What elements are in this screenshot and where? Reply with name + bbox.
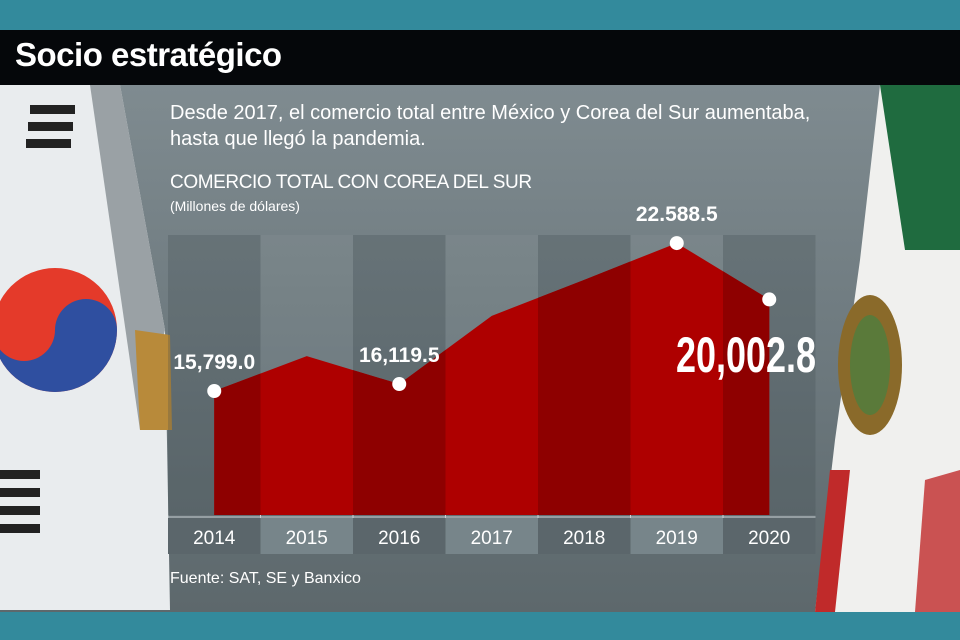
source-note: Fuente: SAT, SE y Banxico — [170, 570, 361, 587]
x-tick-label: 2014 — [193, 528, 236, 549]
x-tick-label: 2017 — [471, 528, 513, 549]
data-point — [207, 384, 222, 398]
data-label: 22.588.5 — [636, 203, 718, 226]
data-label-emphasis: 20,002.8 — [676, 328, 816, 383]
page-title: Socio estratégico — [15, 36, 282, 73]
top-band — [0, 0, 960, 30]
tick-band — [353, 518, 446, 554]
data-label: 16,119.5 — [359, 344, 440, 367]
tick-band — [723, 518, 816, 554]
tick-band — [630, 518, 723, 554]
tick-band — [445, 518, 538, 554]
data-point — [669, 236, 684, 251]
x-tick-label: 2016 — [378, 528, 420, 549]
tick-band — [168, 518, 261, 554]
x-tick-label: 2015 — [286, 528, 328, 549]
tick-band — [260, 518, 353, 554]
title-bar — [0, 30, 960, 85]
bottom-band — [0, 612, 960, 640]
chart-title: COMERCIO TOTAL CON COREA DEL SUR — [170, 172, 532, 193]
x-tick-label: 2020 — [748, 528, 790, 549]
data-label: 15,799.0 — [173, 351, 255, 374]
data-point — [392, 377, 407, 392]
x-tick-label: 2019 — [656, 528, 698, 549]
subtitle: Desde 2017, el comercio total entre Méxi… — [170, 102, 811, 150]
tick-band — [538, 518, 631, 554]
south-korea-flag-icon — [0, 85, 172, 610]
x-tick-label: 2018 — [563, 528, 605, 549]
chart-unit: (Millones de dólares) — [170, 198, 300, 214]
mexico-flag-icon — [815, 85, 960, 612]
data-point — [762, 292, 777, 307]
